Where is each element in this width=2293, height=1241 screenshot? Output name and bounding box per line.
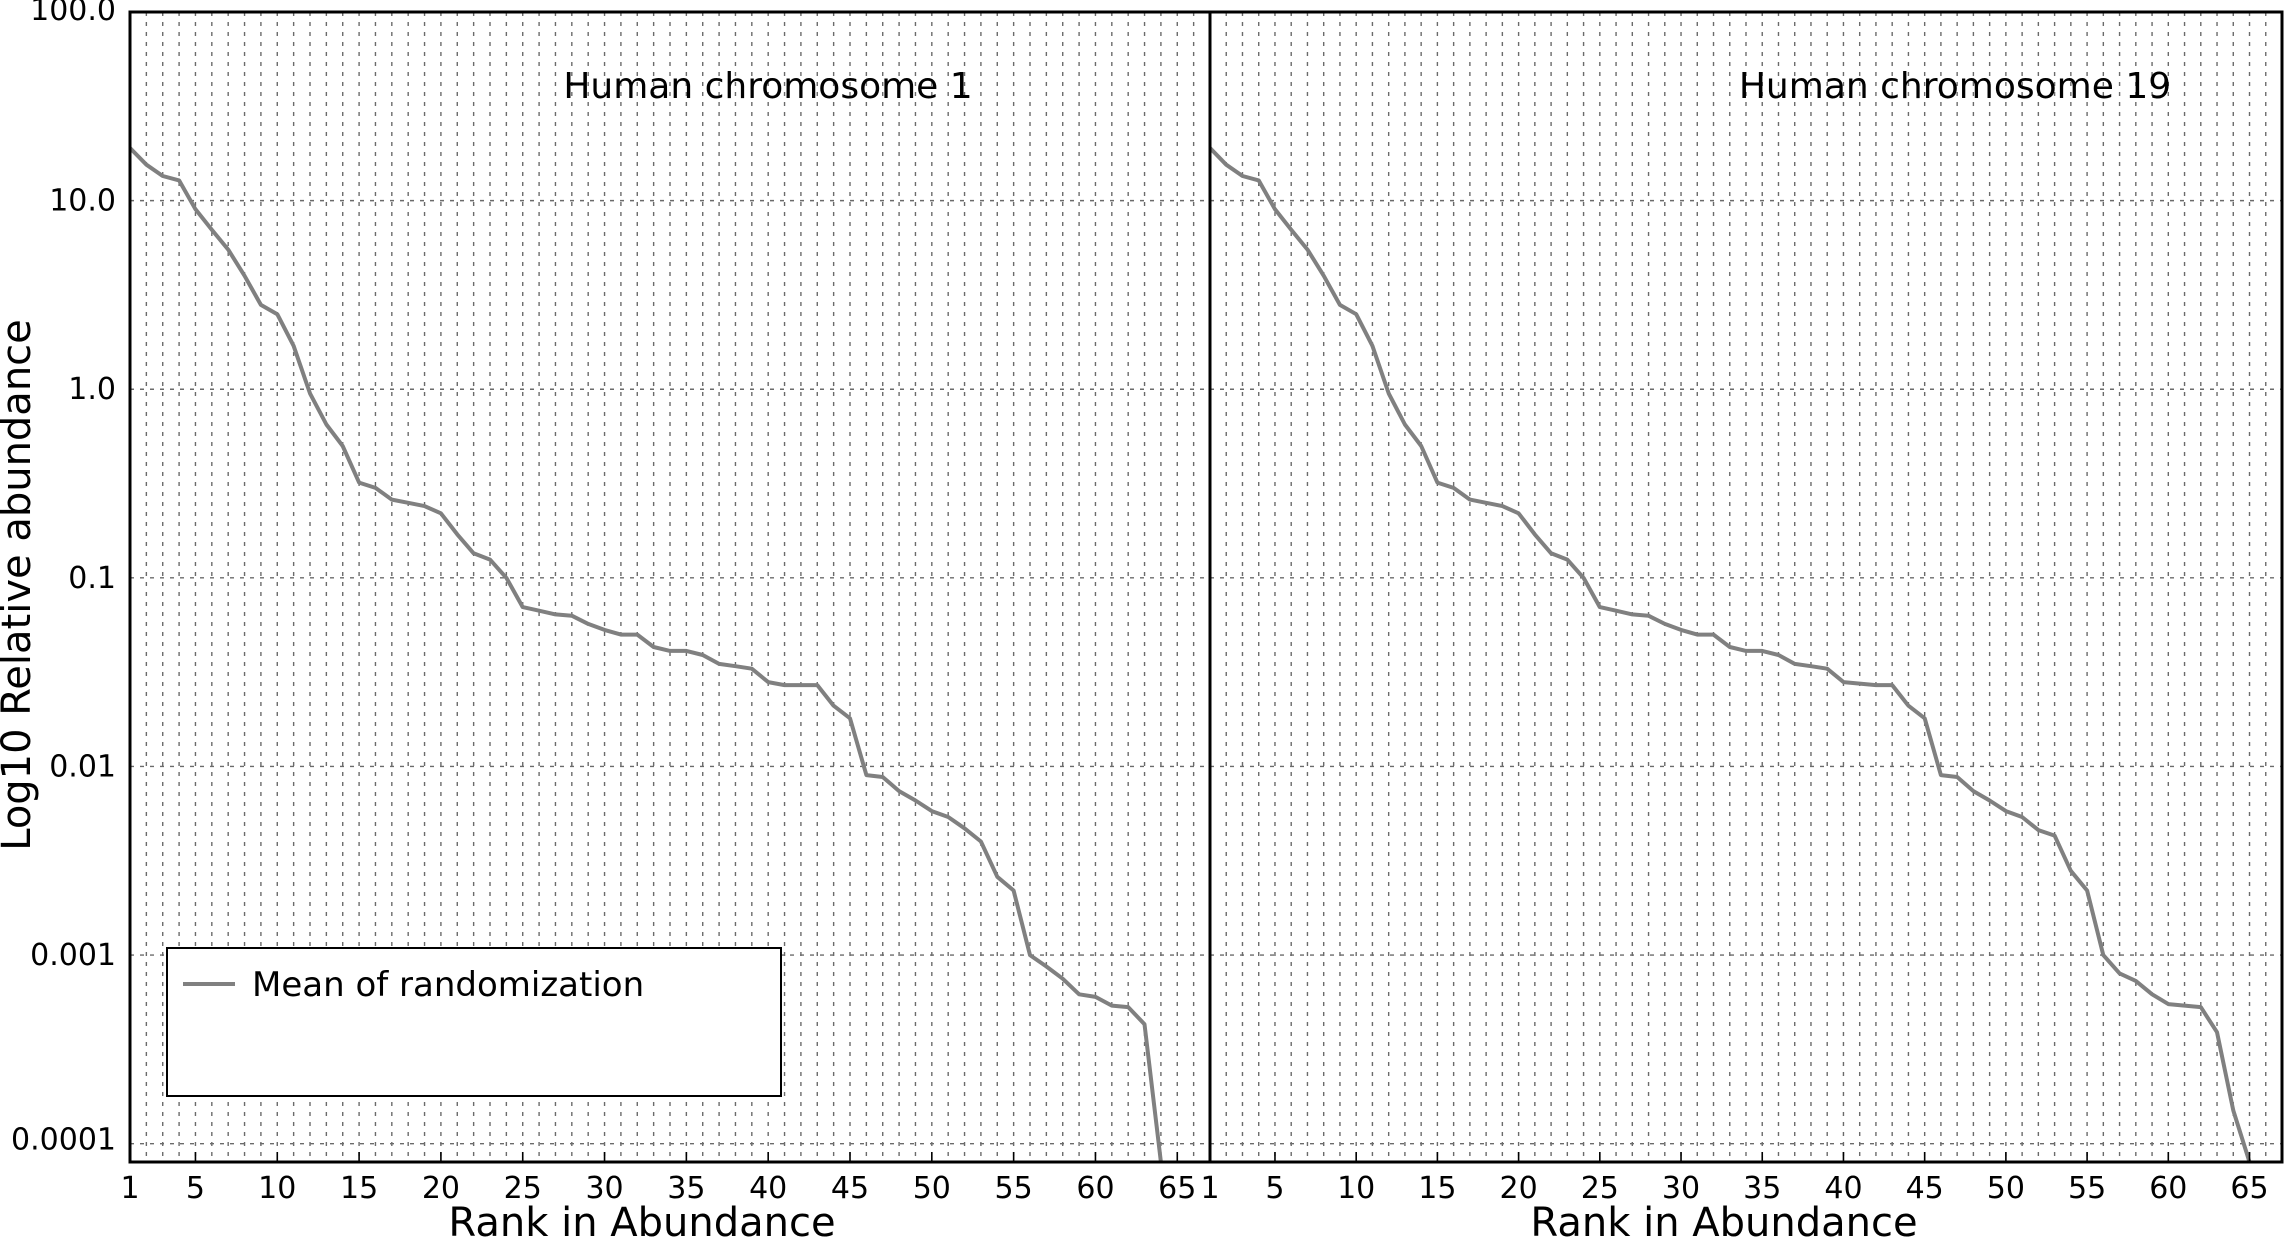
- panel-2-frame: [1208, 10, 2284, 1164]
- panel-title-chromosome-19: Human chromosome 19: [1739, 66, 2171, 107]
- panel-2-x-tick-label-65: 65: [2230, 1171, 2268, 1206]
- panel-1-x-tick-label-60: 60: [1076, 1171, 1114, 1206]
- panel-1-x-tick-label-10: 10: [258, 1171, 296, 1206]
- y-tick-label-0-001: 0.001: [30, 938, 116, 973]
- y-tick-label-1: 1.0: [68, 372, 116, 407]
- panel-title-chromosome-1: Human chromosome 1: [563, 66, 972, 107]
- panel-1-x-tick-label-35: 35: [667, 1171, 705, 1206]
- legend: Mean of randomization: [166, 947, 782, 1097]
- panel-2-x-tick-label-30: 30: [1662, 1171, 1700, 1206]
- panel-1-x-tick-label-1: 1: [120, 1171, 139, 1206]
- panel-2-x-tick-label-60: 60: [2149, 1171, 2187, 1206]
- panel-2-x-tick-label-40: 40: [1824, 1171, 1862, 1206]
- legend-box: [166, 947, 782, 1097]
- panel-1-x-tick-label-50: 50: [913, 1171, 951, 1206]
- y-tick-label-10: 10.0: [49, 184, 116, 219]
- panel-2-x-tick-label-35: 35: [1743, 1171, 1781, 1206]
- y-tick-label-0-1: 0.1: [68, 561, 116, 596]
- y-axis-label: Log10 Relative abundance: [0, 319, 40, 851]
- panel-1-x-tick-label-25: 25: [504, 1171, 542, 1206]
- panel-1-x-tick-label-65: 65: [1158, 1171, 1196, 1206]
- panel-1-x-tick-label-30: 30: [585, 1171, 623, 1206]
- panel-1-x-tick-label-45: 45: [831, 1171, 869, 1206]
- panel-1-x-tick-label-40: 40: [749, 1171, 787, 1206]
- panel-2-x-tick-label-10: 10: [1337, 1171, 1375, 1206]
- panel-1-x-tick-label-15: 15: [340, 1171, 378, 1206]
- y-tick-label-0-01: 0.01: [49, 749, 116, 784]
- panel-2-x-tick-label-45: 45: [1906, 1171, 1944, 1206]
- panel-2-x-tick-label-50: 50: [1987, 1171, 2025, 1206]
- panel-2-x-tick-label-1: 1: [1200, 1171, 1219, 1206]
- panel-2-x-tick-label-20: 20: [1500, 1171, 1538, 1206]
- panel-2-x-tick-label-55: 55: [2068, 1171, 2106, 1206]
- x-axis-label-left: Rank in Abundance: [448, 1200, 835, 1241]
- panel-2-x-tick-label-15: 15: [1418, 1171, 1456, 1206]
- panel-1-series-mean-of-randomization: [128, 146, 1163, 1163]
- panel-2-series-mean-of-randomization: [1208, 146, 2252, 1163]
- panel-1-x-tick-label-55: 55: [995, 1171, 1033, 1206]
- y-tick-label-100: 100.0: [30, 0, 116, 28]
- x-axis-label-right: Rank in Abundance: [1530, 1200, 1917, 1241]
- panel-1-x-tick-label-5: 5: [186, 1171, 205, 1206]
- legend-entry-label: Mean of randomization: [252, 965, 644, 1005]
- panel-1-x-tick-label-20: 20: [422, 1171, 460, 1206]
- panel-2-x-tick-label-5: 5: [1265, 1171, 1284, 1206]
- panel-2-x-tick-label-25: 25: [1581, 1171, 1619, 1206]
- y-tick-label-0-0001: 0.0001: [11, 1123, 116, 1158]
